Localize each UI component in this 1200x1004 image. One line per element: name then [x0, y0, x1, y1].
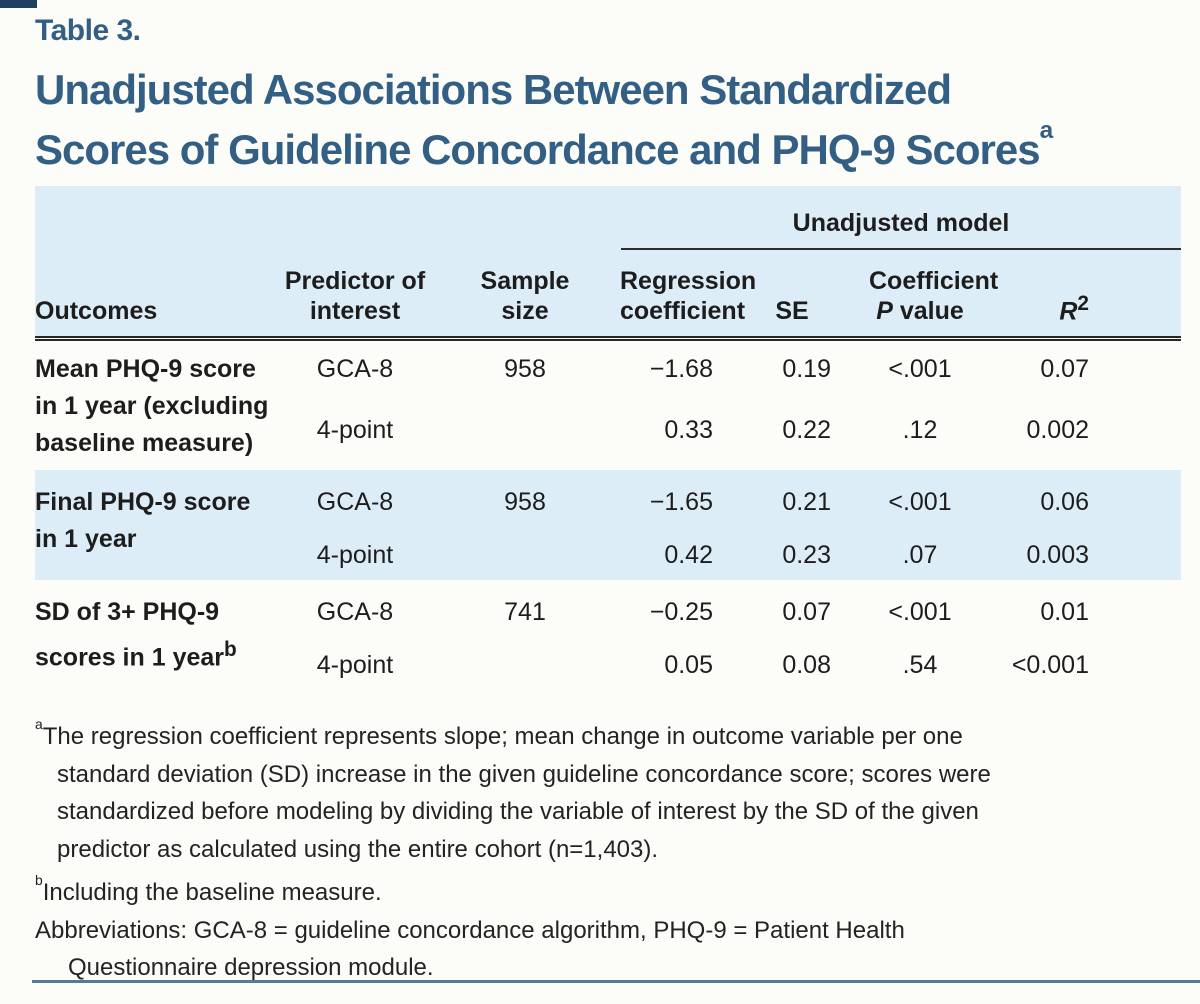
cell-sample-size: 958 [504, 355, 546, 383]
cell-regression-coefficient: 0.42 [664, 541, 713, 569]
cell-r-squared: <0.001 [1011, 651, 1089, 679]
cell-p-value: <.001 [888, 598, 952, 626]
cell-regression-coefficient: 0.33 [664, 415, 713, 444]
column-header-regression-coefficient: Regression coefficient [620, 267, 757, 325]
column-header-predictor: Predictor of interest [284, 267, 426, 325]
column-header-sample-size: Sample size [480, 267, 570, 325]
title-line-2: Scores of Guideline Concordance and PHQ-… [35, 117, 1054, 173]
cell-sample-size [430, 631, 620, 684]
column-header-se: SE [775, 297, 809, 325]
column-header-r-squared: R2 [1059, 291, 1089, 325]
cell-sample-size: 958 [504, 488, 546, 516]
cell-r-squared: 0.01 [1040, 598, 1089, 626]
column-header-p-value: Coefficient P value [869, 267, 999, 325]
cell-regression-coefficient: −0.25 [649, 598, 713, 626]
cell-r-squared: 0.06 [1040, 488, 1089, 516]
table-label: Table 3. [35, 14, 141, 47]
cell-se: 0.08 [782, 651, 831, 679]
footnote-a-line-2: standard deviation (SD) increase in the … [57, 760, 991, 788]
heading-block: Table 3. Unadjusted Associations Between… [35, 14, 1053, 176]
cell-se: 0.22 [782, 415, 831, 444]
cell-p-value: <.001 [888, 355, 952, 383]
cell-p-value: .12 [902, 415, 938, 444]
cell-se: 0.21 [782, 488, 831, 516]
cell-predictor: 4-point [316, 541, 394, 569]
footnote-a-line-1: aThe regression coefficient represents s… [35, 715, 963, 750]
column-header-outcomes: Outcomes [35, 297, 158, 325]
cell-p-value: <.001 [888, 488, 952, 516]
outcome-cell: Final PHQ-9 score in 1 year [35, 488, 251, 553]
outcome-superscript-b: b [224, 638, 237, 661]
abbreviations-line-2: Questionnaire depression module. [68, 954, 434, 981]
cell-se: 0.19 [782, 355, 831, 383]
cell-p-value: .07 [902, 541, 938, 569]
page-title: Unadjusted Associations Between Standard… [35, 64, 1053, 176]
footnotes: aThe regression coefficient represents s… [35, 712, 1185, 987]
cell-p-value: .54 [902, 651, 938, 679]
cell-se: 0.23 [782, 541, 831, 569]
cell-predictor: 4-point [316, 651, 394, 679]
corner-rule-mark [0, 0, 37, 8]
cell-predictor: 4-point [316, 415, 394, 444]
footnote-b: bIncluding the baseline measure. [35, 871, 382, 906]
outcome-cell: SD of 3+ PHQ-9 scores in 1 yearb [35, 598, 237, 672]
cell-predictor: GCA-8 [316, 488, 394, 516]
cell-predictor: GCA-8 [316, 355, 394, 383]
table-row-group-final-phq9: Final PHQ-9 score in 1 year GCA-8 958 −1… [35, 470, 1181, 580]
table-row-group-sd-phq9: SD of 3+ PHQ-9 scores in 1 yearb GCA-8 7… [35, 580, 1181, 690]
cell-sample-size [430, 402, 620, 463]
bottom-rule [32, 980, 1200, 983]
table-row-group-mean-phq9: Mean PHQ-9 score in 1 year (excluding ba… [35, 341, 1181, 470]
cell-sample-size: 741 [504, 598, 546, 626]
footnote-a-line-3: standardized before modeling by dividing… [57, 798, 979, 825]
header-divider-rule [35, 336, 1181, 341]
title-superscript-a: a [1039, 117, 1054, 145]
cell-regression-coefficient: 0.05 [664, 651, 713, 679]
cell-r-squared: 0.002 [1026, 415, 1089, 444]
span-header-unadjusted-model: Unadjusted model [621, 208, 1181, 250]
cell-sample-size [430, 521, 620, 574]
cell-regression-coefficient: −1.65 [649, 488, 713, 516]
data-table: Unadjusted model Outcomes Predictor of i… [35, 186, 1181, 690]
table-header: Unadjusted model Outcomes Predictor of i… [35, 186, 1181, 336]
cell-r-squared: 0.003 [1026, 541, 1089, 569]
cell-r-squared: 0.07 [1040, 355, 1089, 383]
footnote-a-line-4: predictor as calculated using the entire… [57, 835, 659, 863]
cell-predictor: GCA-8 [316, 598, 394, 626]
abbreviations-line-1: Abbreviations: GCA-8 = guideline concord… [35, 916, 905, 944]
column-header-row: Outcomes Predictor of interest Sample si… [35, 250, 1181, 336]
cell-se: 0.07 [782, 598, 831, 626]
title-line-1: Unadjusted Associations Between Standard… [35, 66, 952, 113]
outcome-cell: Mean PHQ-9 score in 1 year (excluding ba… [35, 355, 269, 457]
cell-regression-coefficient: −1.68 [649, 355, 713, 383]
